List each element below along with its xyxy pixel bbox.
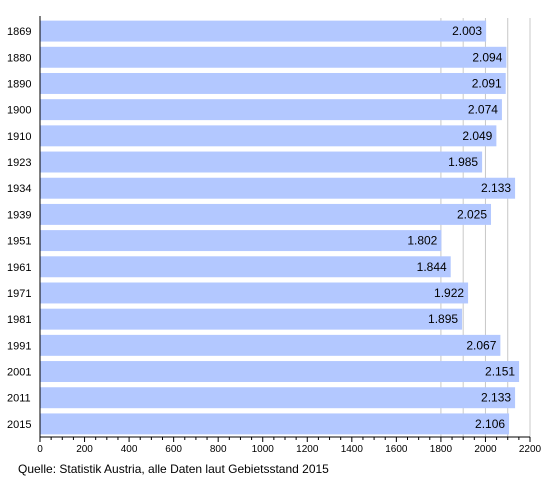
category-label: 1923 — [7, 157, 31, 169]
bar — [40, 20, 487, 42]
bar — [40, 387, 516, 409]
data-label: 2.003 — [452, 24, 482, 38]
x-tick-label: 1600 — [385, 444, 408, 455]
data-label: 2.091 — [472, 76, 502, 90]
bar — [40, 334, 501, 356]
category-label: 1880 — [7, 52, 31, 64]
bar — [40, 151, 483, 173]
data-label: 2.133 — [481, 391, 511, 405]
bar — [40, 203, 492, 225]
data-label: 1.922 — [434, 286, 464, 300]
category-label: 1890 — [7, 78, 31, 90]
bar — [40, 99, 502, 121]
data-label: 1.844 — [417, 260, 447, 274]
data-label: 2.025 — [457, 207, 487, 221]
axes — [39, 16, 531, 442]
category-label: 2001 — [7, 367, 31, 379]
labels: 1869 2.003 1880 2.094 1890 2.091 1900 2.074 1910… — [7, 24, 542, 455]
category-label: 1910 — [7, 131, 31, 143]
data-label: 1.802 — [407, 234, 437, 248]
data-label: 1.895 — [428, 312, 458, 326]
x-tick-label: 1000 — [252, 444, 275, 455]
category-label: 1934 — [7, 183, 31, 195]
x-tick-label: 800 — [210, 444, 227, 455]
bar — [40, 125, 497, 147]
data-label: 2.133 — [481, 181, 511, 195]
bar — [40, 256, 451, 278]
data-label: 2.094 — [472, 50, 502, 64]
x-tick-label: 2200 — [519, 444, 542, 455]
bar — [40, 72, 506, 94]
bar — [40, 46, 507, 68]
x-tick-label: 1200 — [296, 444, 319, 455]
data-label: 1.985 — [448, 155, 478, 169]
x-tick-label: 200 — [76, 444, 93, 455]
category-label: 1971 — [7, 288, 31, 300]
bar — [40, 308, 463, 330]
category-label: 1951 — [7, 236, 31, 248]
x-tick-label: 1800 — [430, 444, 453, 455]
category-label: 1991 — [7, 340, 31, 352]
bars — [40, 20, 520, 435]
x-tick-label: 400 — [121, 444, 138, 455]
source-note: Quelle: Statistik Austria, alle Daten la… — [18, 462, 329, 476]
data-label: 2.151 — [485, 365, 515, 379]
category-label: 1981 — [7, 314, 31, 326]
category-label: 1939 — [7, 209, 31, 221]
category-label: 1869 — [7, 26, 31, 38]
category-label: 1900 — [7, 105, 31, 117]
category-label: 2011 — [7, 393, 31, 405]
bar — [40, 177, 516, 199]
data-label: 2.074 — [468, 103, 498, 117]
x-tick-label: 2000 — [474, 444, 497, 455]
bar — [40, 230, 442, 252]
data-label: 2.067 — [466, 338, 496, 352]
data-label: 2.106 — [475, 417, 505, 431]
data-label: 2.049 — [462, 129, 492, 143]
x-tick-label: 0 — [37, 444, 43, 455]
bar — [40, 413, 510, 435]
x-tick-label: 1400 — [341, 444, 364, 455]
category-label: 2015 — [7, 419, 31, 431]
bar — [40, 282, 469, 304]
x-tick-label: 600 — [165, 444, 182, 455]
bar — [40, 361, 520, 383]
category-label: 1961 — [7, 262, 31, 274]
